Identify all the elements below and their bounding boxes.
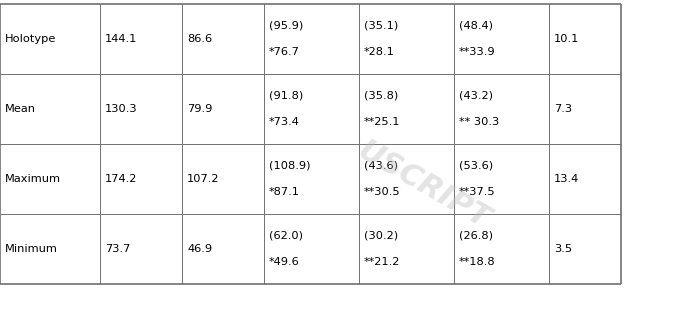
Text: 107.2: 107.2 [187,174,219,184]
Text: ** 30.3: ** 30.3 [459,117,499,127]
Text: Mean: Mean [5,104,36,114]
Text: 3.5: 3.5 [554,244,572,254]
Text: *87.1: *87.1 [269,187,300,197]
Text: (48.4): (48.4) [459,20,493,30]
Text: *73.4: *73.4 [269,117,300,127]
Text: 174.2: 174.2 [105,174,137,184]
Text: (43.6): (43.6) [364,160,398,170]
Text: (108.9): (108.9) [269,160,311,170]
Text: *49.6: *49.6 [269,256,300,267]
Text: Minimum: Minimum [5,244,58,254]
Text: (30.2): (30.2) [364,230,398,240]
Text: Maximum: Maximum [5,174,61,184]
Text: 46.9: 46.9 [187,244,212,254]
Text: (62.0): (62.0) [269,230,303,240]
Text: (53.6): (53.6) [459,160,493,170]
Text: (35.8): (35.8) [364,90,398,100]
Text: 10.1: 10.1 [554,34,579,44]
Text: **25.1: **25.1 [364,117,400,127]
Text: (26.8): (26.8) [459,230,493,240]
Text: **21.2: **21.2 [364,256,400,267]
Text: **37.5: **37.5 [459,187,496,197]
Text: **18.8: **18.8 [459,256,496,267]
Text: (35.1): (35.1) [364,20,398,30]
Text: **33.9: **33.9 [459,47,496,56]
Text: 86.6: 86.6 [187,34,212,44]
Text: Holotype: Holotype [5,34,57,44]
Text: 73.7: 73.7 [105,244,130,254]
Text: *28.1: *28.1 [364,47,395,56]
Text: **30.5: **30.5 [364,187,401,197]
Text: 130.3: 130.3 [105,104,138,114]
Text: (95.9): (95.9) [269,20,303,30]
Text: 7.3: 7.3 [554,104,572,114]
Text: (91.8): (91.8) [269,90,303,100]
Text: 13.4: 13.4 [554,174,579,184]
Text: 144.1: 144.1 [105,34,137,44]
Text: USCRIPT: USCRIPT [352,136,494,234]
Text: 79.9: 79.9 [187,104,212,114]
Text: (43.2): (43.2) [459,90,493,100]
Text: *76.7: *76.7 [269,47,300,56]
